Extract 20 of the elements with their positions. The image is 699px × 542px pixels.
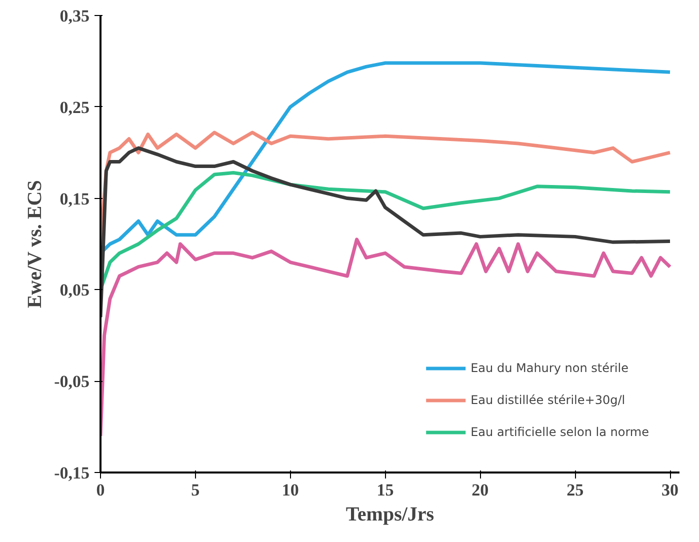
x-tick-label: 30 xyxy=(662,480,679,500)
y-tick-label: -0,15 xyxy=(54,464,90,482)
y-tick-label: 0,25 xyxy=(60,98,90,117)
y-axis-title: Ewe/V vs. ECS xyxy=(24,180,46,308)
legend-label: Eau du Mahury non stérile xyxy=(470,361,628,375)
x-tick-label: 20 xyxy=(472,480,489,500)
y-tick-label: 0,05 xyxy=(60,280,90,300)
line-series xyxy=(100,238,672,438)
line-series xyxy=(100,146,672,319)
x-tick-label: 0 xyxy=(96,480,105,500)
x-tick-label: 10 xyxy=(282,480,299,500)
legend-label: Eau artificielle selon la norme xyxy=(470,425,649,439)
x-tick-label: 5 xyxy=(191,480,200,500)
y-tick-label: -0,05 xyxy=(54,372,90,392)
y-tick-label: 0,35 xyxy=(60,6,90,26)
y-tick-label: 0,15 xyxy=(60,189,90,208)
legend-label: Eau distillée stérile+30g/l xyxy=(470,393,626,407)
x-axis-title: Temps/Jrs xyxy=(346,504,434,526)
x-tick-label: 15 xyxy=(376,480,394,500)
x-tick-label: 25 xyxy=(566,480,584,500)
